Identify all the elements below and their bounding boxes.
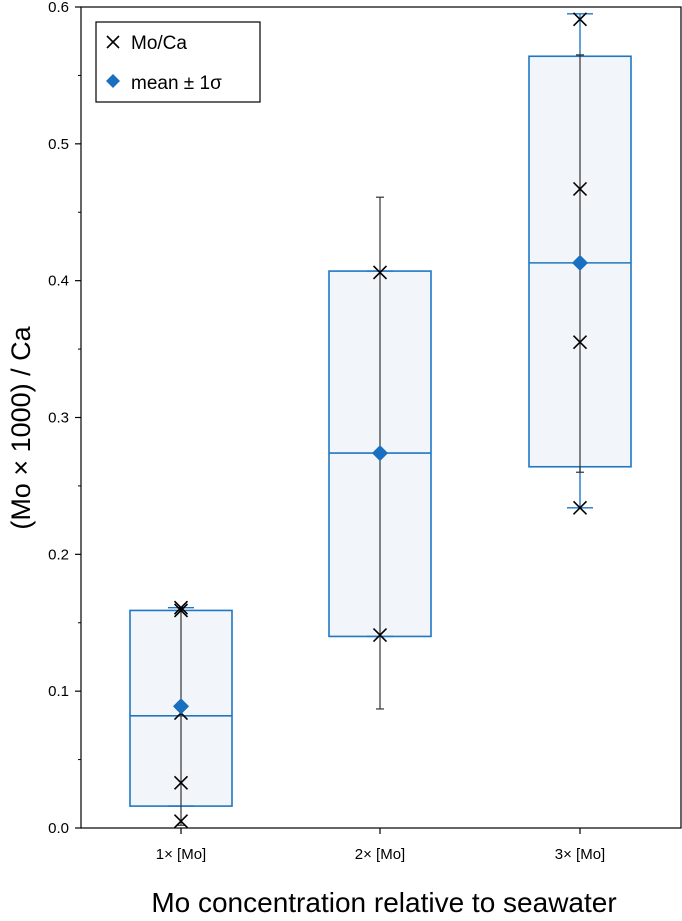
- mean-diamond-marker: [173, 698, 189, 715]
- box-group: [528, 12, 632, 515]
- y-tick-label: 0.0: [48, 820, 69, 837]
- data-point-x-marker: [372, 627, 388, 643]
- data-point-stroke: [572, 335, 588, 350]
- legend-marker-diamond-icon: [106, 74, 120, 88]
- data-point-stroke: [572, 12, 588, 27]
- data-point-x-marker: [372, 265, 388, 280]
- x-axis-title: Mo concentration relative to seawater: [151, 887, 616, 918]
- data-point-stroke: [173, 775, 189, 790]
- data-point-x-marker: [572, 335, 588, 350]
- data-point-stroke: [173, 600, 189, 615]
- data-point-stroke: [572, 500, 588, 515]
- y-tick-label: 0.6: [48, 0, 69, 16]
- box-group: [328, 196, 432, 710]
- y-axis-title: (Mo × 1000) / Ca: [6, 325, 36, 529]
- legend-label-points: Mo/Ca: [131, 33, 187, 54]
- data-point-stroke: [173, 814, 189, 829]
- data-point-x-marker: [572, 500, 588, 515]
- y-tick-label: 0.5: [48, 136, 69, 153]
- y-tick-label: 0.2: [48, 546, 69, 563]
- legend-marker-x-icon: [106, 35, 120, 49]
- legend: Mo/Ca mean ± 1σ: [95, 21, 261, 103]
- plot-area: [80, 6, 682, 829]
- x-tick-label: 3× [Mo]: [555, 846, 605, 863]
- data-point-x-marker: [572, 181, 588, 197]
- y-axis: 0.0 0.1 0.2 0.3 0.4 0.5 0.6: [48, 0, 81, 837]
- data-point-stroke: [173, 603, 189, 618]
- box-group: [129, 600, 233, 829]
- y-tick-label: 0.3: [48, 410, 69, 427]
- x-tick-label: 1× [Mo]: [156, 846, 206, 863]
- mean-diamond-marker: [572, 254, 588, 271]
- data-point-x-marker: [173, 814, 189, 829]
- legend-frame: [95, 21, 261, 103]
- data-point-x-marker: [572, 12, 588, 27]
- data-point-stroke: [372, 627, 388, 643]
- mean-diamond-marker: [372, 445, 388, 462]
- y-tick-label: 0.4: [48, 273, 69, 290]
- y-tick-label: 0.1: [48, 683, 69, 700]
- x-axis: 1× [Mo] 2× [Mo] 3× [Mo]: [156, 828, 605, 863]
- legend-label-mean: mean ± 1σ: [131, 73, 222, 94]
- data-point-stroke: [572, 181, 588, 197]
- x-tick-label: 2× [Mo]: [355, 846, 405, 863]
- data-point-x-marker: [173, 603, 189, 618]
- data-point-x-marker: [173, 600, 189, 615]
- data-point-x-marker: [173, 775, 189, 790]
- data-point-stroke: [372, 265, 388, 280]
